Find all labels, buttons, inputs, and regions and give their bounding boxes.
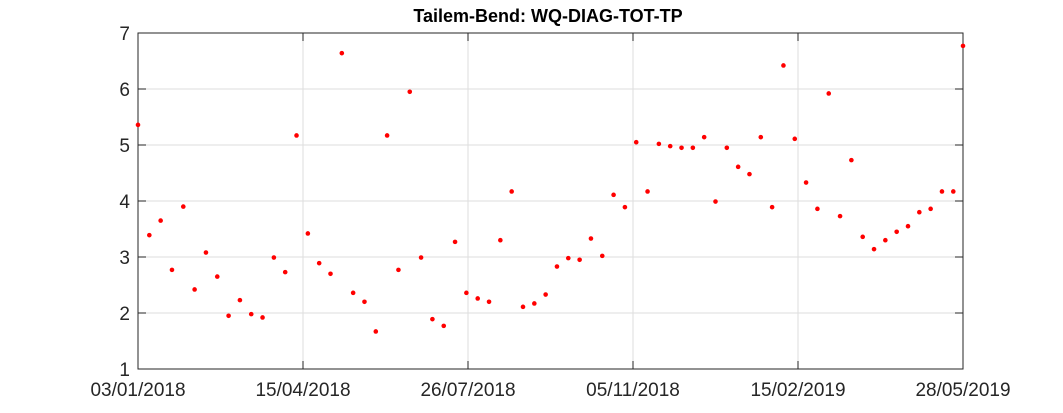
data-point xyxy=(271,255,277,260)
data-point xyxy=(565,255,571,261)
data-point xyxy=(407,89,413,95)
data-point xyxy=(214,274,220,279)
data-point xyxy=(498,237,503,243)
data-point xyxy=(849,157,854,163)
data-point xyxy=(883,237,888,243)
y-tick-label: 2 xyxy=(119,304,130,325)
data-point xyxy=(452,239,458,245)
data-point xyxy=(928,206,933,212)
data-point xyxy=(350,290,356,296)
data-point xyxy=(520,304,526,310)
chart-title: Tailem-Bend: WQ-DIAG-TOT-TP xyxy=(413,6,682,26)
x-tick-label: 26/07/2018 xyxy=(420,380,515,401)
data-point xyxy=(158,218,163,223)
data-point xyxy=(339,50,345,56)
data-point xyxy=(554,264,560,269)
y-tick-label: 4 xyxy=(119,192,130,213)
data-point xyxy=(758,134,764,140)
data-point xyxy=(679,145,684,151)
data-point xyxy=(396,267,401,273)
data-point xyxy=(667,143,673,149)
data-point xyxy=(735,164,741,170)
data-point xyxy=(237,297,243,303)
data-point xyxy=(622,204,628,210)
data-point xyxy=(960,43,966,49)
data-point xyxy=(577,257,582,263)
data-point xyxy=(917,209,922,215)
data-point xyxy=(147,232,152,238)
data-point xyxy=(747,171,752,177)
y-axis: 1 2 3 4 5 6 7 xyxy=(119,24,963,381)
x-tick-label: 28/05/2019 xyxy=(915,380,1010,401)
data-point xyxy=(599,253,605,259)
data-point xyxy=(815,206,820,212)
data-point xyxy=(645,189,650,194)
data-point xyxy=(713,199,718,204)
data-point xyxy=(248,311,254,317)
data-point xyxy=(905,223,911,229)
y-tick-label: 6 xyxy=(119,80,130,101)
data-point xyxy=(169,267,175,273)
data-point xyxy=(724,145,730,151)
data-point xyxy=(588,236,594,241)
data-points xyxy=(135,43,966,334)
data-point xyxy=(611,192,616,198)
data-point xyxy=(543,292,548,297)
data-point xyxy=(939,189,945,194)
data-point xyxy=(656,141,662,147)
data-point xyxy=(260,315,265,320)
x-tick-label: 15/04/2018 xyxy=(255,380,350,401)
y-tick-label: 3 xyxy=(119,248,130,269)
data-point xyxy=(362,299,367,305)
x-axis: 03/01/2018 15/04/2018 26/07/2018 05/11/2018… xyxy=(90,33,1011,401)
data-point xyxy=(430,316,435,322)
data-point xyxy=(690,145,696,151)
data-point xyxy=(532,301,537,306)
data-point xyxy=(792,136,798,142)
data-point xyxy=(384,133,390,138)
data-point xyxy=(282,269,288,275)
data-point xyxy=(328,271,333,277)
data-point xyxy=(509,189,514,194)
data-point xyxy=(180,204,186,209)
data-point xyxy=(192,287,197,292)
data-point xyxy=(316,260,322,266)
data-point xyxy=(826,91,832,96)
y-tick-label: 7 xyxy=(119,24,130,45)
data-point xyxy=(894,229,899,235)
x-tick-label: 03/01/2018 xyxy=(90,380,185,401)
data-point xyxy=(837,213,843,219)
data-point xyxy=(305,231,311,236)
data-point xyxy=(294,133,299,138)
data-point xyxy=(203,250,209,255)
data-point xyxy=(860,234,866,240)
data-point xyxy=(803,180,809,185)
data-point xyxy=(769,204,775,210)
y-tick-label: 5 xyxy=(119,136,130,157)
data-point xyxy=(633,139,639,145)
x-tick-label: 15/02/2019 xyxy=(750,380,845,401)
data-point xyxy=(475,296,481,301)
data-point xyxy=(950,189,956,194)
y-tick-label: 1 xyxy=(119,360,130,381)
data-point xyxy=(464,290,469,296)
data-point xyxy=(135,122,141,128)
data-point xyxy=(486,299,492,305)
x-tick-label: 05/11/2018 xyxy=(586,380,680,401)
data-point xyxy=(441,323,447,329)
data-point xyxy=(781,63,786,68)
data-point xyxy=(418,255,424,260)
data-point xyxy=(226,313,231,319)
data-point xyxy=(871,246,877,252)
data-point xyxy=(701,134,707,140)
data-point xyxy=(373,329,379,334)
